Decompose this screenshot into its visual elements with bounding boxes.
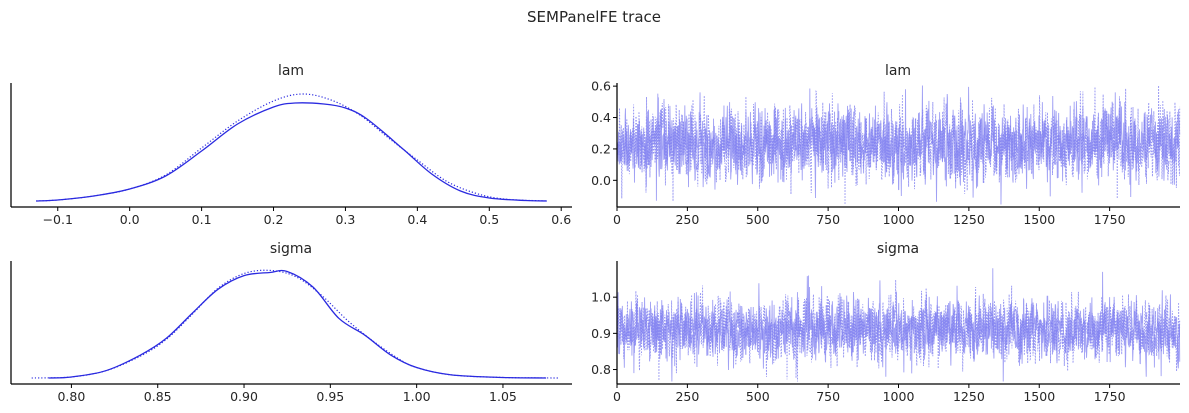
lam-kde-x-tick-label: 0.5 bbox=[479, 212, 499, 227]
sigma-trace-y-tick-label: 1.0 bbox=[591, 290, 611, 305]
lam-trace-x-tick-label: 750 bbox=[816, 212, 840, 227]
lam-trace-x-tick-label: 250 bbox=[675, 212, 699, 227]
lam-trace-y-tick-label: 0.0 bbox=[591, 173, 611, 188]
sigma-trace-x-tick-label: 1250 bbox=[953, 389, 985, 404]
lam-kde-x-tick-label: −0.1 bbox=[43, 212, 73, 227]
sigma-kde-x-tick-label: 1.00 bbox=[403, 389, 431, 404]
lam-trace-x-tick-label: 1250 bbox=[953, 212, 985, 227]
lam-kde-x-tick-label: 0.4 bbox=[407, 212, 427, 227]
lam-trace-panel: lam 0 250 500 750 1000 1250 1500 1750 0.0 0.2 0.4 0… bbox=[591, 63, 1181, 227]
lam-trace-x-tick-label: 500 bbox=[746, 212, 770, 227]
figure-title: SEMPanelFE trace bbox=[527, 8, 661, 26]
lam-trace-title: lam bbox=[885, 63, 911, 79]
sigma-trace-x-tick-label: 0 bbox=[613, 389, 621, 404]
sigma-kde-panel: sigma 0.80 0.85 0.90 0.95 1.00 1.05 bbox=[10, 241, 572, 404]
lam-trace-y-tick-label: 0.6 bbox=[591, 79, 611, 94]
sigma-trace-x-tick-label: 500 bbox=[746, 389, 770, 404]
lam-trace-x-tick-label: 1500 bbox=[1023, 212, 1055, 227]
sigma-trace-panel: sigma 0 250 500 750 1000 1250 1500 1750 0.8 0.9 1.… bbox=[591, 241, 1181, 404]
sigma-trace-series-solid bbox=[616, 268, 1181, 382]
sigma-trace-series-dotted bbox=[616, 279, 1181, 382]
sigma-kde-x-tick-label: 0.95 bbox=[316, 389, 344, 404]
sigma-kde-x-tick-label: 0.80 bbox=[57, 389, 85, 404]
sigma-trace-x-tick-label: 1000 bbox=[883, 389, 915, 404]
sigma-trace-x-tick-label: 250 bbox=[675, 389, 699, 404]
sigma-trace-y-tick-label: 0.9 bbox=[591, 326, 611, 341]
lam-kde-x-tick-label: 0.2 bbox=[264, 212, 284, 227]
lam-kde-series-dotted bbox=[36, 93, 547, 202]
lam-trace-x-tick-label: 0 bbox=[613, 212, 621, 227]
lam-kde-x-tick-label: 0.3 bbox=[335, 212, 355, 227]
lam-kde-panel: lam −0.1 0.0 0.1 0.2 0.3 0.4 0.5 0.6 bbox=[10, 63, 572, 227]
sigma-kde-x-tick-label: 1.05 bbox=[489, 389, 517, 404]
sigma-kde-series-dotted bbox=[31, 269, 559, 379]
sigma-trace-x-tick-label: 1500 bbox=[1023, 389, 1055, 404]
sigma-kde-title: sigma bbox=[270, 241, 312, 257]
lam-trace-x-tick-label: 1000 bbox=[883, 212, 915, 227]
sigma-trace-title: sigma bbox=[877, 241, 919, 257]
lam-trace-y-tick-label: 0.4 bbox=[591, 110, 611, 125]
lam-trace-x-tick-label: 1750 bbox=[1094, 212, 1126, 227]
sigma-kde-x-tick-label: 0.90 bbox=[230, 389, 258, 404]
lam-trace-y-tick-label: 0.2 bbox=[591, 141, 611, 156]
lam-kde-x-tick-label: 0.0 bbox=[120, 212, 140, 227]
lam-kde-series-solid bbox=[36, 102, 547, 202]
lam-trace-series-solid bbox=[616, 85, 1181, 205]
lam-kde-x-tick-label: 0.6 bbox=[551, 212, 571, 227]
sigma-kde-x-tick-label: 0.85 bbox=[144, 389, 172, 404]
lam-kde-x-tick-label: 0.1 bbox=[192, 212, 212, 227]
sigma-trace-y-tick-label: 0.8 bbox=[591, 362, 611, 377]
sigma-kde-series-solid bbox=[48, 269, 547, 379]
sigma-trace-x-tick-label: 1750 bbox=[1094, 389, 1126, 404]
lam-trace-series-dotted bbox=[616, 85, 1181, 205]
lam-kde-title: lam bbox=[278, 63, 304, 79]
sigma-trace-x-tick-label: 750 bbox=[816, 389, 840, 404]
